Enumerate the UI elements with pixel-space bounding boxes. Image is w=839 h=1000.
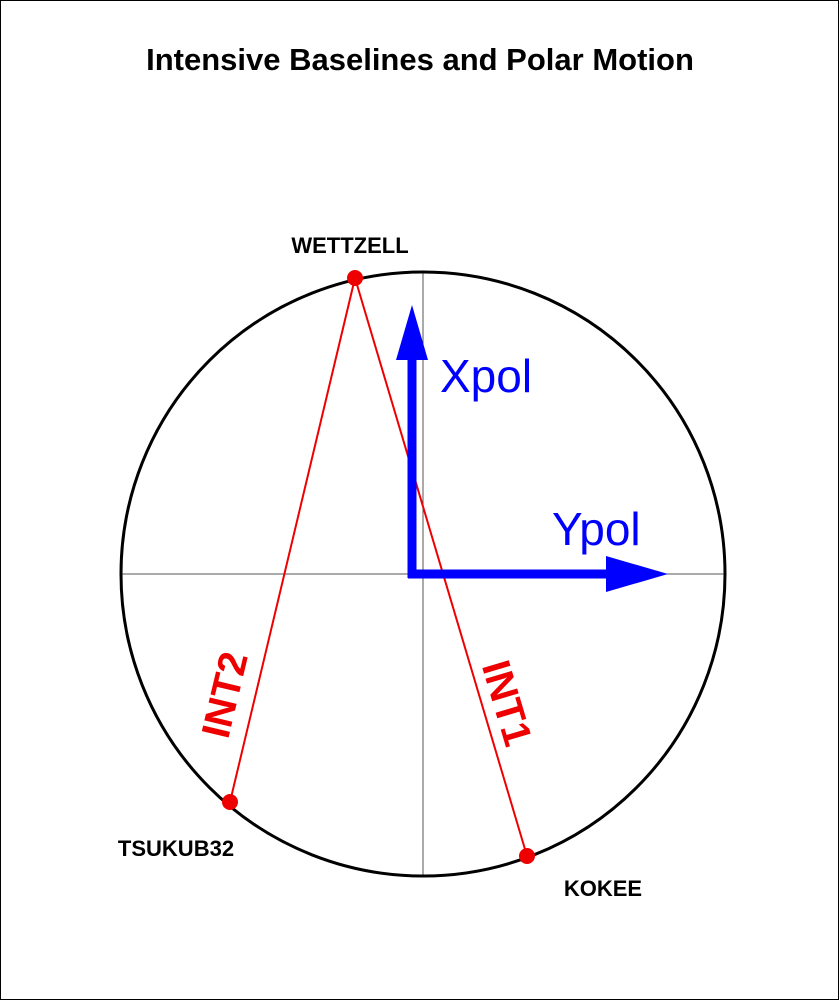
- station-dot: [347, 270, 363, 286]
- station-label: KOKEE: [564, 876, 642, 901]
- title: Intensive Baselines and Polar Motion: [146, 42, 694, 77]
- station-label: WETTZELL: [291, 233, 408, 258]
- axis-label: Ypol: [552, 503, 641, 555]
- station-dot: [222, 794, 238, 810]
- arrow-head: [396, 305, 428, 360]
- station-dot: [519, 848, 535, 864]
- baseline-line: [229, 277, 356, 803]
- arrow-head: [606, 556, 668, 592]
- axis-label: Xpol: [440, 350, 532, 402]
- earth-circle: [119, 270, 727, 878]
- baseline-line: [354, 277, 528, 857]
- station-label: TSUKUB32: [118, 836, 234, 861]
